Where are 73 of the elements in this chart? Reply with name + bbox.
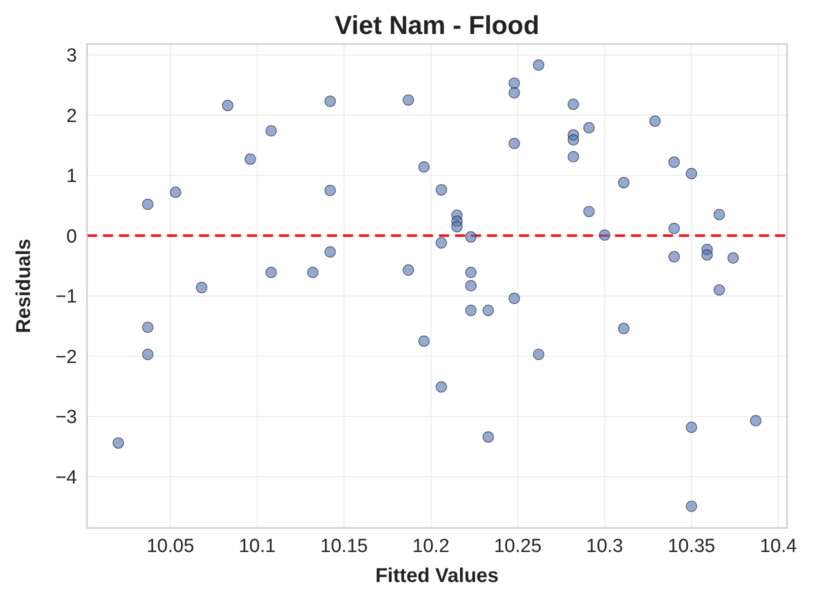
point [142, 322, 154, 333]
point [508, 78, 520, 89]
x-tick-label: 10.4 [760, 536, 798, 557]
point [436, 237, 447, 249]
point [142, 348, 154, 360]
point [196, 282, 208, 294]
point [482, 304, 494, 316]
point [702, 249, 713, 261]
point [436, 184, 447, 196]
point [244, 154, 256, 165]
point [599, 229, 610, 241]
point [508, 87, 520, 98]
point [307, 266, 318, 278]
point [418, 336, 430, 347]
chart-title: Viet Nam - Flood [334, 10, 540, 40]
point [750, 415, 762, 426]
point [508, 292, 520, 304]
point [668, 156, 680, 168]
point [436, 381, 447, 393]
x-tick-label: 10.35 [668, 536, 716, 557]
point [686, 500, 698, 512]
point [142, 198, 154, 210]
y-tick-label: 1 [66, 166, 77, 188]
point [668, 251, 680, 262]
point [618, 177, 630, 188]
point [465, 266, 476, 278]
point [618, 322, 630, 334]
y-tick-label: −4 [55, 467, 78, 488]
point [402, 264, 414, 276]
y-tick-label: −3 [55, 407, 77, 428]
point [402, 94, 414, 106]
y-tick-label: 2 [66, 106, 77, 127]
point [482, 431, 494, 443]
point [170, 186, 182, 198]
point [533, 59, 544, 71]
point [583, 206, 595, 218]
point [112, 437, 124, 449]
y-tick-label: 0 [66, 226, 77, 248]
point [668, 222, 680, 234]
point [324, 96, 336, 107]
point [714, 208, 725, 220]
x-tick-label: 10.25 [494, 536, 542, 557]
point [583, 122, 595, 134]
x-axis-title: Fitted Values [375, 565, 499, 587]
y-axis-title: Residuals [13, 238, 35, 334]
point [728, 252, 739, 264]
point [465, 231, 476, 242]
point [324, 246, 336, 258]
point [266, 125, 277, 136]
point [418, 161, 430, 173]
point [508, 138, 520, 150]
x-tick-label: 10.1 [238, 536, 276, 557]
point [686, 168, 698, 180]
point [533, 348, 544, 360]
point [568, 134, 579, 146]
point [222, 100, 234, 112]
x-tick-label: 10.2 [412, 536, 450, 557]
point [465, 280, 476, 292]
point [465, 304, 476, 316]
point [686, 422, 698, 433]
y-tick-label: 3 [66, 46, 77, 66]
x-tick-label: 10.15 [320, 536, 368, 557]
point [714, 284, 725, 296]
x-tick-label: 10.3 [586, 536, 624, 557]
y-tick-label: −1 [55, 286, 77, 308]
point [451, 221, 463, 232]
y-tick-label: −2 [55, 346, 77, 368]
point [324, 184, 336, 196]
point [568, 98, 579, 110]
point [568, 151, 579, 162]
point [266, 266, 277, 278]
x-tick-label: 10.05 [146, 536, 194, 557]
point [649, 116, 661, 127]
